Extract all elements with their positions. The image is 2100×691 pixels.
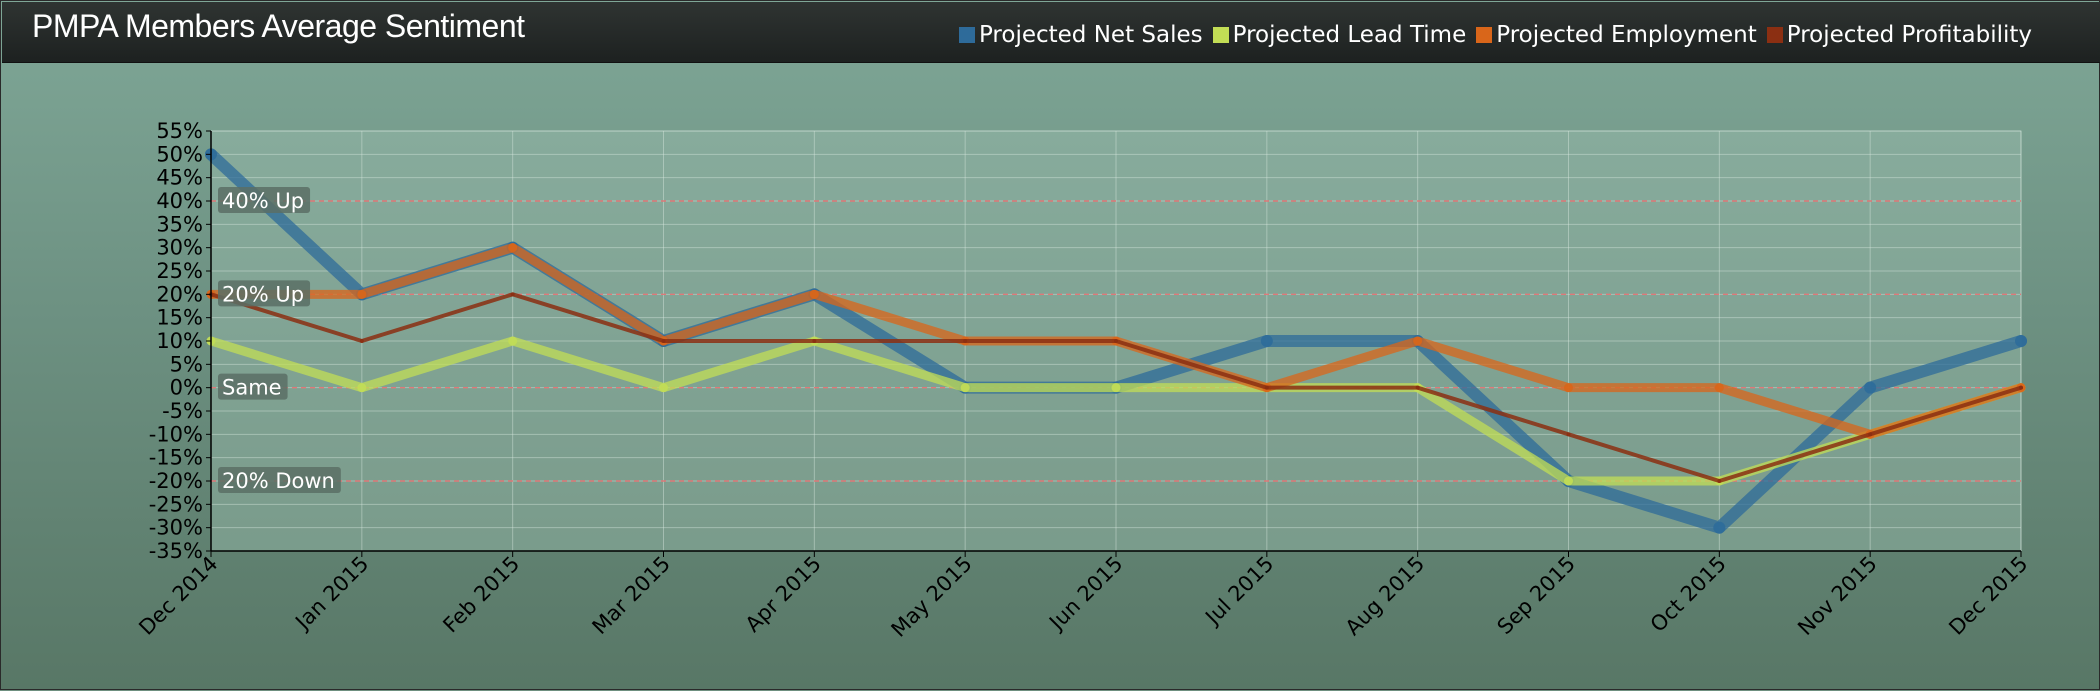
- reference-label-20-up: 20% Up: [218, 280, 311, 307]
- reference-label-bg: [218, 467, 341, 493]
- x-tick-label: Jun 2015: [1043, 552, 1127, 636]
- y-tick-label: -35%: [149, 539, 203, 563]
- data-point: [1564, 383, 1573, 393]
- data-point: [508, 243, 518, 253]
- series-lines: [205, 148, 2027, 534]
- data-point: [508, 336, 518, 346]
- y-tick-labels: 55%50%45%40%35%30%25%20%15%10%5%0%-5%-10…: [149, 119, 211, 563]
- x-tick-label: Apr 2015: [741, 552, 826, 637]
- data-point: [963, 339, 968, 343]
- data-point: [2015, 335, 2027, 347]
- data-point: [1566, 432, 1571, 437]
- data-point: [1260, 335, 1273, 347]
- y-tick-label: 30%: [156, 236, 203, 260]
- reference-label-bg: [218, 187, 311, 213]
- y-tick-label: 50%: [156, 142, 203, 166]
- y-tick-label: -20%: [149, 469, 203, 493]
- legend-swatch: [1766, 27, 1783, 43]
- x-tick-label: Oct 2015: [1646, 552, 1731, 637]
- y-tick-label: 55%: [156, 119, 203, 143]
- y-tick-label: -25%: [149, 492, 203, 516]
- data-point: [661, 339, 666, 343]
- x-tick-label: Nov 2015: [1793, 552, 1881, 640]
- legend-label: Projected Lead Time: [1232, 22, 1467, 48]
- data-point: [357, 383, 367, 393]
- reference-label-text: 20% Up: [222, 282, 304, 306]
- x-tick-label: Feb 2015: [438, 552, 524, 638]
- reference-label-text: 40% Up: [222, 189, 304, 213]
- y-tick-label: 15%: [156, 306, 203, 330]
- y-tick-label: 35%: [156, 212, 203, 236]
- data-point: [1564, 476, 1573, 486]
- reference-label-text: 20% Down: [222, 469, 335, 493]
- y-tick-label: 25%: [156, 259, 203, 283]
- y-tick-label: 20%: [156, 282, 203, 306]
- y-tick-label: 40%: [156, 189, 203, 213]
- x-tick-label: Aug 2015: [1341, 552, 1429, 640]
- reference-label-text: Same: [222, 376, 282, 400]
- y-tick-label: 10%: [156, 329, 203, 353]
- reference-label-same: Same: [218, 373, 288, 400]
- data-point: [1713, 521, 1726, 534]
- legend-item-projected-net-sales: Projected Net Sales: [958, 22, 1203, 48]
- data-point: [960, 383, 970, 393]
- data-point: [659, 383, 668, 393]
- data-point: [359, 339, 364, 343]
- chart-header: PMPA Members Average Sentiment Projected…: [2, 2, 2100, 63]
- y-tick-label: 0%: [170, 376, 203, 400]
- data-point: [1413, 336, 1423, 346]
- x-tick-labels: Dec 2014 Jan 2015 Feb 2015 Mar 2015 Apr 2015…: [134, 551, 2033, 642]
- legend: Projected Net Sales Projected Lead Time Pr…: [949, 18, 2032, 52]
- x-tick-label: Sep 2015: [1493, 552, 1580, 639]
- legend-item-projected-lead-time: Projected Lead Time: [1212, 22, 1467, 48]
- x-tick-label: Dec 2015: [1944, 552, 2032, 640]
- y-tick-label: -10%: [149, 422, 203, 446]
- data-point: [357, 289, 367, 299]
- legend-label: Projected Net Sales: [978, 22, 1203, 48]
- data-point: [1111, 383, 1121, 393]
- legend-label: Projected Profitability: [1786, 22, 2032, 48]
- legend-item-projected-employment: Projected Employment: [1476, 22, 1757, 48]
- y-tick-label: -5%: [162, 399, 203, 423]
- data-point: [1864, 381, 1877, 394]
- legend-label: Projected Employment: [1496, 22, 1757, 48]
- data-point: [1264, 385, 1269, 390]
- data-point: [1868, 432, 1873, 437]
- y-tick-label: 5%: [170, 352, 203, 376]
- data-point: [812, 339, 817, 343]
- legend-swatch: [1212, 27, 1229, 43]
- data-point: [1717, 479, 1722, 483]
- reference-label-bg: [218, 373, 288, 400]
- x-tick-label: Mar 2015: [588, 552, 676, 640]
- chart-title: PMPA Members Average Sentiment: [32, 8, 525, 44]
- data-point: [1714, 383, 1724, 393]
- reference-label-20-down: 20% Down: [218, 467, 341, 493]
- legend-swatch: [958, 27, 975, 43]
- reference-label-bg: [218, 280, 311, 307]
- reference-label-40-up: 40% Up: [218, 187, 311, 213]
- x-tick-label: May 2015: [887, 552, 977, 642]
- legend-swatch: [1476, 27, 1493, 43]
- data-point: [1114, 339, 1118, 343]
- data-point: [809, 289, 819, 299]
- y-tick-label: 45%: [156, 166, 203, 190]
- data-point: [1415, 385, 1420, 390]
- y-tick-label: -30%: [149, 516, 203, 540]
- legend-item-projected-profitability: Projected Profitability: [1766, 22, 2032, 48]
- x-tick-label: Jan 2015: [290, 552, 374, 636]
- data-point: [2019, 385, 2023, 390]
- y-tick-label: -15%: [149, 446, 203, 470]
- data-point: [510, 292, 515, 297]
- x-tick-label: Dec 2014: [134, 552, 222, 640]
- x-tick-label: Jul 2015: [1200, 552, 1279, 631]
